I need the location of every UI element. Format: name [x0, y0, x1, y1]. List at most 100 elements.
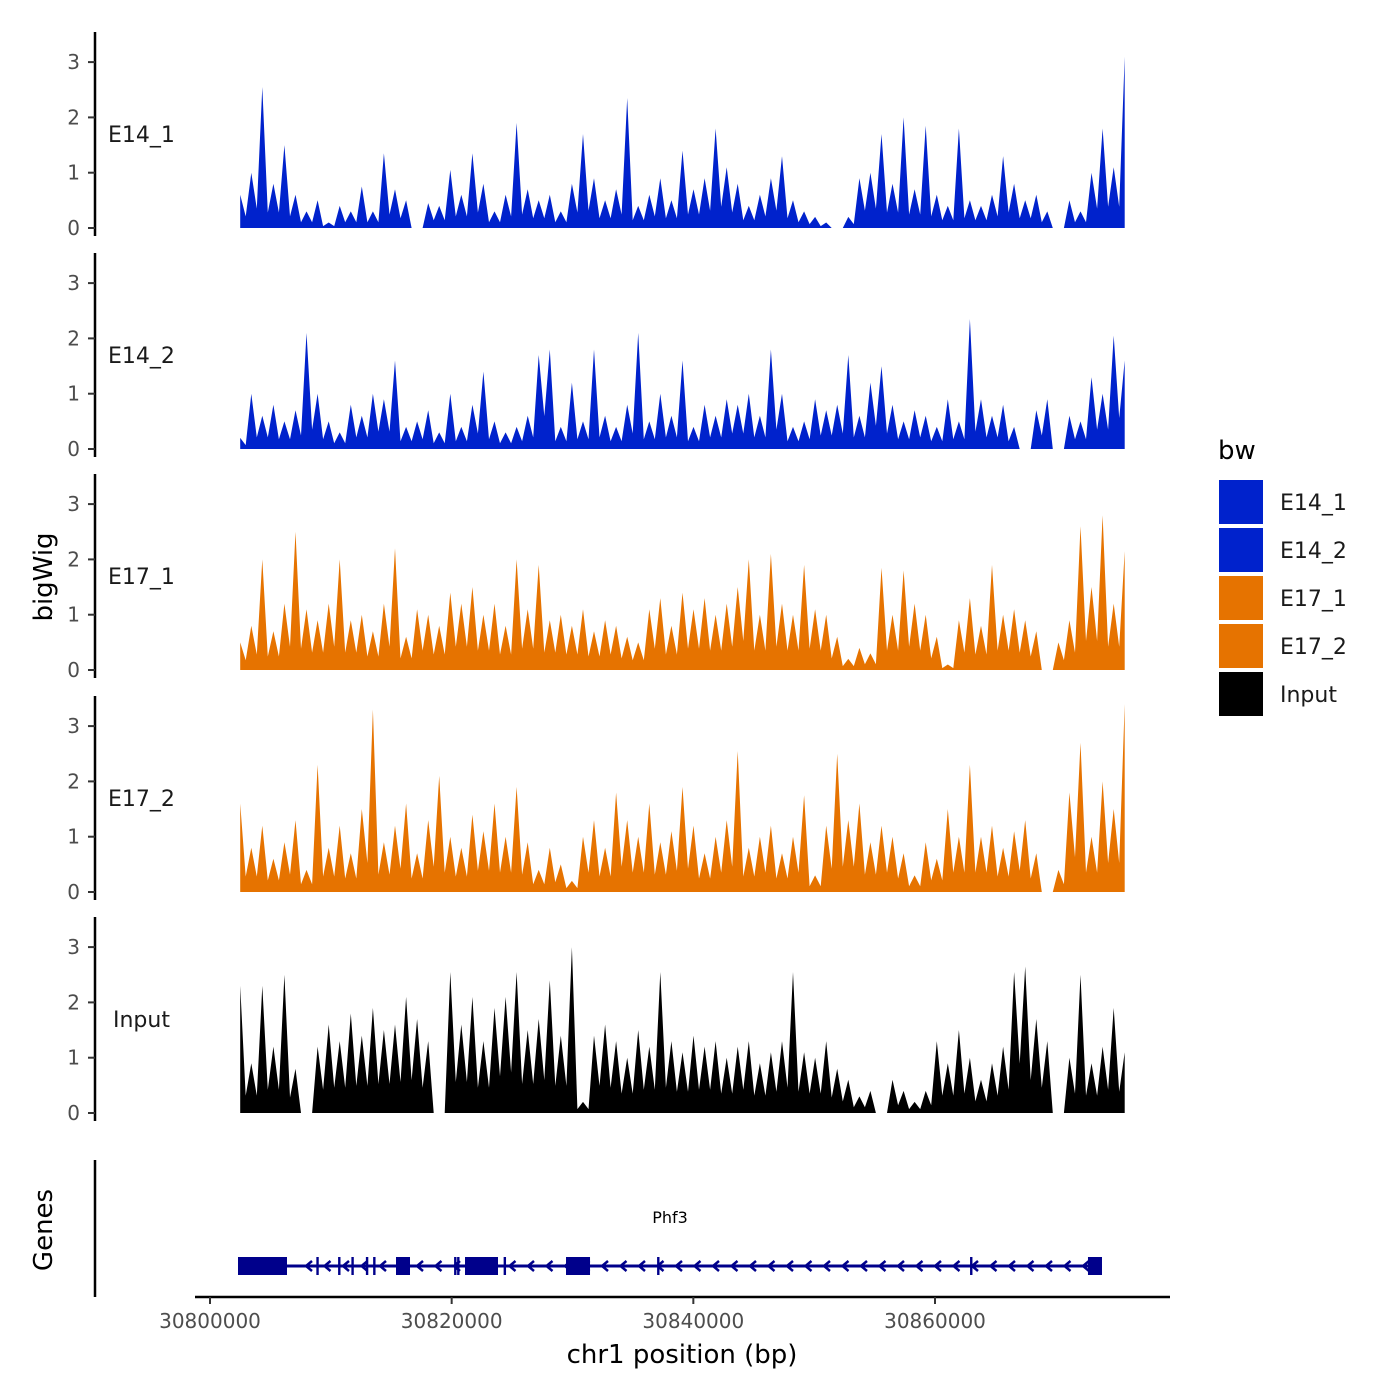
exon — [351, 1257, 354, 1275]
strand-arrow-icon — [1081, 1260, 1090, 1272]
strand-arrow-icon — [840, 1260, 850, 1272]
y-tick-label: 1 — [67, 825, 80, 849]
track-label: E17_2 — [108, 787, 175, 812]
x-tick-label: 30860000 — [884, 1309, 986, 1333]
legend-label: E17_2 — [1280, 635, 1347, 660]
legend-title: bw — [1218, 436, 1256, 466]
strand-arrow-icon — [674, 1260, 683, 1272]
x-tick-label: 30820000 — [401, 1309, 503, 1333]
exon — [237, 1257, 287, 1275]
legend-key-E17_1 — [1219, 576, 1263, 620]
y-tick-label: 0 — [67, 437, 80, 461]
legend-label: E17_1 — [1280, 587, 1347, 612]
strand-arrow-icon — [433, 1260, 443, 1272]
exon — [395, 1257, 411, 1275]
y-tick-label: 3 — [67, 50, 80, 74]
track-panel-Input: 0 1 2 3 Input — [67, 917, 1125, 1125]
strand-arrow-icon — [415, 1260, 424, 1272]
strand-arrow-icon — [748, 1260, 757, 1272]
legend-key-E17_2 — [1219, 624, 1263, 668]
legend-label: E14_2 — [1280, 539, 1347, 564]
strand-arrow-icon — [711, 1260, 720, 1272]
strand-arrow-icon — [951, 1260, 961, 1272]
track-panel-E17_1: 0 1 2 3 E17_1 — [67, 474, 1125, 682]
x-axis-title: chr1 position (bp) — [567, 1340, 798, 1370]
legend-key-E14_2 — [1219, 528, 1263, 572]
y-axis-title: bigWig — [29, 532, 59, 621]
track-panel-E14_1: 0 1 2 3 E14_1 — [67, 32, 1125, 240]
track-label: E14_1 — [108, 123, 175, 148]
y-tick-label: 0 — [67, 658, 80, 682]
strand-arrow-icon — [600, 1260, 609, 1272]
legend-key-Input — [1219, 672, 1263, 716]
exon — [338, 1257, 341, 1275]
y-tick-label: 2 — [67, 326, 80, 350]
y-tick-label: 0 — [67, 1101, 80, 1125]
strand-arrow-icon — [822, 1260, 831, 1272]
exon — [657, 1257, 660, 1275]
exon — [503, 1257, 507, 1275]
strand-arrow-icon — [896, 1260, 905, 1272]
y-tick-label: 2 — [67, 105, 80, 129]
strand-arrow-icon — [507, 1260, 517, 1272]
signal-area-E17_2 — [240, 704, 1125, 892]
exon — [316, 1257, 319, 1275]
strand-arrow-icon — [359, 1260, 369, 1272]
strand-arrow-icon — [322, 1260, 332, 1272]
strand-arrow-icon — [729, 1260, 739, 1272]
y-tick-label: 3 — [67, 492, 80, 516]
strand-arrow-icon — [859, 1260, 868, 1272]
signal-area-E14_1 — [240, 56, 1125, 228]
y-tick-label: 0 — [67, 216, 80, 240]
exon — [365, 1257, 369, 1275]
strand-arrow-icon — [914, 1260, 924, 1272]
track-panel-E14_2: 0 1 2 3 E14_2 — [67, 253, 1125, 461]
exon — [457, 1257, 460, 1275]
gene-name-label: Phf3 — [652, 1208, 688, 1227]
strand-arrow-icon — [785, 1260, 794, 1272]
x-tick-label: 30800000 — [159, 1309, 261, 1333]
y-tick-label: 2 — [67, 769, 80, 793]
strand-arrow-icon — [618, 1260, 628, 1272]
strand-arrow-icon — [637, 1260, 646, 1272]
signal-area-E17_1 — [240, 515, 1125, 670]
strand-arrow-icon — [988, 1260, 998, 1272]
strand-arrow-icon — [304, 1260, 313, 1272]
strand-arrow-icon — [692, 1260, 702, 1272]
y-tick-label: 3 — [67, 714, 80, 738]
strand-arrow-icon — [1025, 1260, 1035, 1272]
y-tick-label: 1 — [67, 1046, 80, 1070]
strand-arrow-icon — [526, 1260, 535, 1272]
y-tick-label: 3 — [67, 935, 80, 959]
strand-arrow-icon — [1044, 1260, 1053, 1272]
track-panel-E17_2: 0 1 2 3 E17_2 — [67, 696, 1125, 904]
strand-arrow-icon — [341, 1260, 350, 1272]
exon — [454, 1257, 457, 1275]
signal-area-E14_2 — [240, 319, 1125, 449]
strand-arrow-icon — [803, 1260, 813, 1272]
strand-arrow-icon — [933, 1260, 942, 1272]
exon — [465, 1257, 499, 1275]
strand-arrow-icon — [877, 1260, 887, 1272]
track-label: E14_2 — [108, 344, 175, 369]
strand-arrow-icon — [1062, 1260, 1072, 1272]
signal-area-Input — [240, 947, 1125, 1113]
y-tick-label: 2 — [67, 990, 80, 1014]
exon — [1087, 1257, 1102, 1275]
exon — [566, 1257, 591, 1275]
y-tick-label: 3 — [67, 271, 80, 295]
exon — [970, 1257, 973, 1275]
exon — [373, 1257, 376, 1275]
y-tick-label: 1 — [67, 382, 80, 406]
track-label: Input — [113, 1008, 170, 1033]
x-tick-label: 30840000 — [642, 1309, 744, 1333]
y-tick-label: 2 — [67, 547, 80, 571]
gene-track-title: Genes — [29, 1189, 59, 1271]
strand-arrow-icon — [378, 1260, 387, 1272]
y-tick-label: 1 — [67, 161, 80, 185]
y-tick-label: 1 — [67, 603, 80, 627]
strand-arrow-icon — [766, 1260, 776, 1272]
legend-key-E14_1 — [1219, 480, 1263, 524]
track-label: E17_1 — [108, 565, 175, 590]
